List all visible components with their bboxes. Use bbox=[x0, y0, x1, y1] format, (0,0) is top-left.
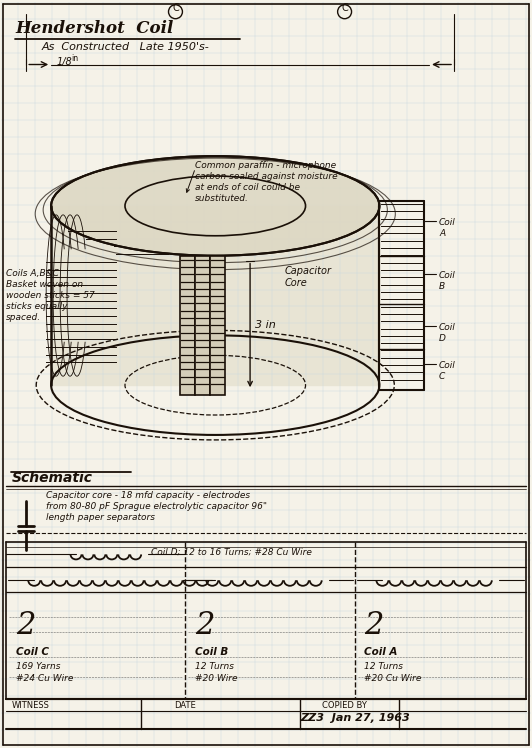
Text: Coil
D: Coil D bbox=[439, 323, 456, 343]
Text: Coil
C: Coil C bbox=[439, 361, 456, 381]
Text: Capacitor
Core: Capacitor Core bbox=[285, 266, 332, 288]
Text: 12 Turns: 12 Turns bbox=[195, 662, 235, 671]
Text: Coil D; 12 to 16 Turns; #28 Cu Wire: Coil D; 12 to 16 Turns; #28 Cu Wire bbox=[151, 548, 311, 557]
Text: #24 Cu Wire: #24 Cu Wire bbox=[16, 674, 74, 683]
Text: length paper separators: length paper separators bbox=[46, 512, 155, 521]
Ellipse shape bbox=[52, 157, 378, 255]
Text: COPIED BY: COPIED BY bbox=[322, 701, 367, 710]
Text: #20 Cu Wire: #20 Cu Wire bbox=[364, 674, 422, 683]
Text: 2: 2 bbox=[364, 610, 384, 641]
Text: C: C bbox=[172, 3, 179, 13]
Text: #20 Wire: #20 Wire bbox=[195, 674, 238, 683]
Text: As  Constructed   Late 1950's-: As Constructed Late 1950's- bbox=[41, 42, 209, 52]
Text: Coil C: Coil C bbox=[16, 647, 49, 657]
Text: Capacitor core - 18 mfd capacity - electrodes: Capacitor core - 18 mfd capacity - elect… bbox=[46, 491, 250, 500]
Text: Coil
B: Coil B bbox=[439, 271, 456, 291]
Text: Coils A,B&C
Basket woven on
wooden sticks = 57
sticks equally
spaced.: Coils A,B&C Basket woven on wooden stick… bbox=[6, 269, 95, 322]
Text: DATE: DATE bbox=[174, 701, 196, 710]
Text: from 80-80 pF Sprague electrolytic capacitor 96": from 80-80 pF Sprague electrolytic capac… bbox=[46, 502, 267, 511]
Bar bbox=[180, 256, 195, 395]
Text: Common paraffin - microphone
carbon sealed against moisture
at ends of coil coul: Common paraffin - microphone carbon seal… bbox=[195, 161, 338, 203]
Text: 3 in: 3 in bbox=[255, 320, 276, 331]
Text: Schematic: Schematic bbox=[11, 470, 93, 485]
Text: Hendershot  Coil: Hendershot Coil bbox=[15, 19, 173, 37]
Text: WITNESS: WITNESS bbox=[11, 701, 49, 710]
Text: ZZ3  Jan 27, 1963: ZZ3 Jan 27, 1963 bbox=[300, 713, 410, 723]
Bar bbox=[195, 256, 210, 395]
Text: 169 Yarns: 169 Yarns bbox=[16, 662, 61, 671]
Polygon shape bbox=[51, 206, 379, 385]
Text: Coil
A: Coil A bbox=[439, 218, 456, 238]
Text: C: C bbox=[341, 3, 348, 13]
Text: 12 Turns: 12 Turns bbox=[364, 662, 403, 671]
Text: in: in bbox=[71, 54, 78, 63]
Bar bbox=[210, 256, 225, 395]
Text: Coil A: Coil A bbox=[364, 647, 398, 657]
Text: 1/8: 1/8 bbox=[56, 57, 72, 67]
Text: 2: 2 bbox=[16, 610, 36, 641]
Text: Coil B: Coil B bbox=[195, 647, 229, 657]
Text: 2: 2 bbox=[195, 610, 215, 641]
